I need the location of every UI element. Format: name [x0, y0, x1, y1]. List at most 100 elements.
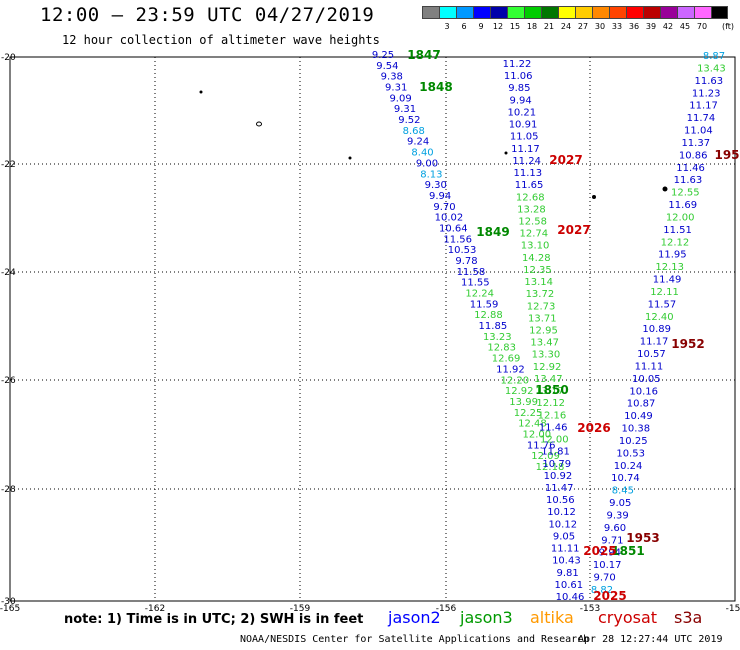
wave-height-value: 13.10: [521, 241, 550, 252]
wave-height-value: 11.63: [694, 76, 723, 87]
colorbar-tick: 18: [526, 22, 538, 31]
wave-height-value: 11.65: [515, 180, 544, 191]
colorbar-tick: 24: [560, 22, 572, 31]
colorbar-swatch: [694, 6, 711, 19]
island-marker: [199, 90, 203, 94]
colorbar-swatch: [575, 6, 592, 19]
colorbar-swatch: [439, 6, 456, 19]
wave-height-value: 12.00: [522, 429, 551, 440]
wave-height-value: 11.51: [663, 225, 692, 236]
wave-height-value: 10.74: [611, 473, 640, 484]
wave-height-value: 11.11: [635, 361, 664, 372]
wave-height-value: 10.53: [616, 448, 645, 459]
wave-height-value: 9.60: [604, 523, 626, 534]
colorbar-tick: 70: [696, 22, 708, 31]
pass-time-label: 1953: [626, 531, 659, 545]
latitude-label: -28: [1, 485, 16, 495]
colorbar-swatch: [456, 6, 473, 19]
track-c: 8.8713.4311.6311.2311.1711.7411.0411.371…: [591, 51, 726, 596]
wave-height-value: 11.85: [479, 321, 508, 332]
wave-height-value: 12.18: [536, 462, 565, 473]
wave-height-value: 11.92: [496, 364, 525, 375]
colorbar-swatch: [609, 6, 626, 19]
colorbar-tick: 15: [509, 22, 521, 31]
colorbar-tick-labels: 3 6 9 12 15 18 21 24 27 30 33 36 39 42 45 70 (ft): [422, 22, 740, 34]
colorbar-swatch: [626, 6, 643, 19]
wave-height-value: 9.70: [433, 202, 455, 213]
wave-height-value: 12.55: [671, 188, 700, 199]
colorbar-tick: 6: [461, 22, 467, 31]
wave-height-value: 9.78: [455, 256, 477, 267]
units-note: note: 1) Time is in UTC; 2) SWH is in fe…: [64, 612, 364, 627]
wave-height-value: 10.43: [552, 556, 581, 567]
wave-height-value: 12.92: [505, 386, 534, 397]
wave-height-value: 12.48: [518, 419, 547, 430]
colorbar-swatch: [541, 6, 558, 19]
wave-height-value: 9.38: [381, 72, 403, 83]
island-marker: [592, 195, 596, 199]
latitude-label: -26: [1, 376, 16, 386]
wave-height-value: 11.46: [676, 163, 705, 174]
wave-height-value: 9.85: [508, 83, 530, 94]
pass-time-label: 2027: [557, 223, 590, 237]
pass-time-label: 2027: [549, 153, 582, 167]
wave-height-value: 11.76: [527, 440, 556, 451]
longitude-label: -156: [436, 604, 457, 614]
track-b: 11.2211.069.859.9410.2110.9111.0511.1711…: [503, 59, 585, 603]
longitude-label: -165: [0, 604, 20, 614]
wave-height-value: 12.00: [540, 435, 569, 446]
wave-height-value: 11.47: [545, 483, 574, 494]
wave-height-value: 9.00: [416, 158, 438, 169]
wave-height-value: 13.17: [535, 386, 564, 397]
wave-height-value: 8.13: [420, 169, 442, 180]
colorbar-tick: 30: [594, 22, 606, 31]
wave-height-value: 14.28: [522, 253, 551, 264]
wave-height-value: 11.55: [461, 278, 490, 289]
wave-height-value: 12.20: [501, 375, 530, 386]
colorbar-tick: 39: [645, 22, 657, 31]
wave-height-value: 10.25: [619, 436, 648, 447]
wave-height-value: 12.12: [536, 398, 565, 409]
wave-height-value: 13.30: [532, 350, 561, 361]
colorbar-tick: 3: [444, 22, 450, 31]
wave-height-value: 11.04: [684, 126, 713, 137]
wave-height-value: 10.87: [627, 399, 656, 410]
wave-height-value: 13.47: [534, 374, 563, 385]
legend-item-altika: altika: [530, 608, 574, 627]
wave-height-value: 13.28: [517, 204, 546, 215]
wave-height-value: 9.71: [601, 535, 623, 546]
wave-height-value: 10.86: [679, 150, 708, 161]
wave-height-value: 11.46: [539, 422, 568, 433]
wave-height-value: 9.70: [593, 573, 615, 584]
wave-height-value: 11.06: [504, 71, 533, 82]
island-marker: [348, 156, 352, 160]
wave-height-value: 10.17: [593, 560, 622, 571]
wave-height-value: 13.71: [528, 313, 557, 324]
wave-height-value: 8.68: [403, 126, 425, 137]
wave-height-value: 8.87: [703, 51, 725, 62]
colorbar-tick: 27: [577, 22, 589, 31]
wave-height-value: 9.31: [385, 83, 407, 94]
island-marker: [256, 121, 262, 127]
wave-height-value: 10.05: [632, 374, 661, 385]
colorbar-tick: 36: [628, 22, 640, 31]
pass-time-label: 2025: [593, 589, 626, 603]
wave-height-value: 11.74: [687, 113, 716, 124]
lat-lon-grid: [10, 57, 735, 601]
wave-height-value: 12.83: [487, 343, 516, 354]
legend-item-jason3: jason3: [460, 608, 513, 627]
legend-item-jason2: jason2: [388, 608, 441, 627]
wave-height-value: 8.40: [411, 148, 433, 159]
map-title: 12:00 – 23:59 UTC 04/27/2019: [40, 4, 375, 26]
colorbar-swatch: [677, 6, 694, 19]
wave-height-value: 10.53: [448, 245, 477, 256]
wave-height-value: 13.72: [526, 289, 555, 300]
island-markers: [199, 90, 668, 199]
pass-time-label: 1850: [535, 383, 568, 397]
colorbar-tick: 21: [543, 22, 555, 31]
wave-height-value: 10.38: [622, 424, 651, 435]
colorbar-tick: 45: [679, 22, 691, 31]
wave-height-value: 12.16: [538, 410, 567, 421]
pass-time-label: 1849: [476, 225, 509, 239]
